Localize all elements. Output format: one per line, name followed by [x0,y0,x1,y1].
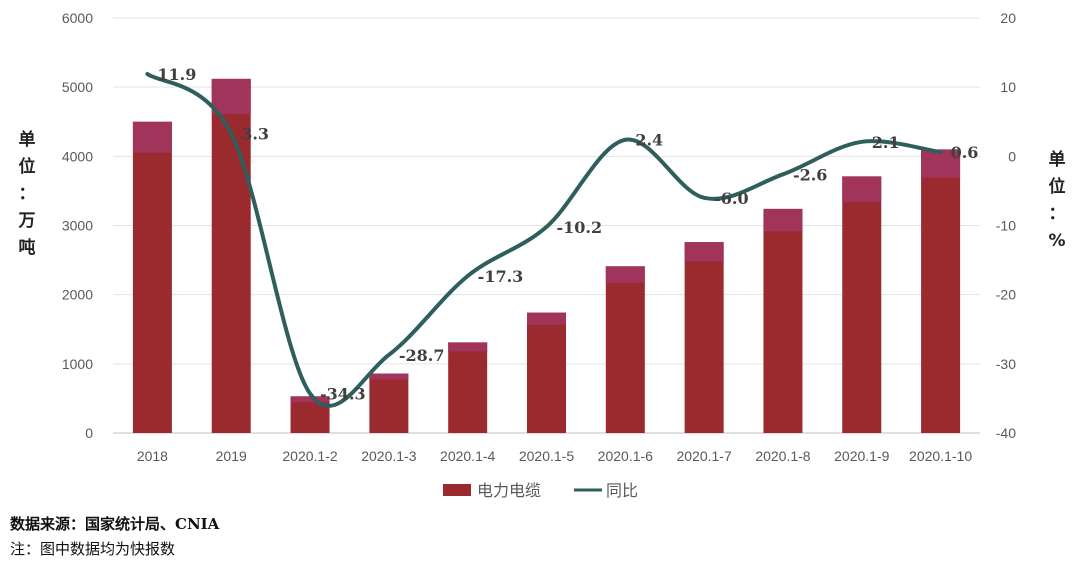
right-unit-char: % [1048,231,1065,251]
bar-cap [211,78,251,115]
bar [527,312,566,433]
left-tick-label: 2000 [62,287,93,303]
right-tick-label: 10 [1000,79,1016,95]
x-tick-label: 2020.1-7 [676,448,731,464]
bar-cap [448,342,488,352]
legend-bar-label: 电力电缆 [477,481,541,500]
x-tick-label: 2019 [216,448,247,464]
left-axis-ticks: 0 1000 2000 3000 4000 5000 6000 [62,10,93,441]
bar-cap [605,266,645,283]
x-tick-label: 2020.1-3 [361,448,416,464]
bar-cap [369,373,409,380]
yoy-data-label: -6.0 [714,189,748,208]
bar-cap [684,242,724,262]
right-axis-unit: 单位 ：% [1048,149,1065,251]
legend-line-label: 同比 [606,481,638,500]
left-tick-label: 5000 [62,79,93,95]
x-tick-label: 2018 [137,448,168,464]
left-axis-unit: 单位 ： 万吨 [18,129,36,258]
yoy-data-label: -28.7 [399,346,445,365]
x-tick-label: 2020.1-9 [834,448,889,464]
x-tick-label: 2020.1-4 [440,448,495,464]
bar [763,208,803,433]
bar [369,373,409,433]
right-unit-char: 单 [1049,149,1066,170]
right-axis-ticks: -40 -30 -20 -10 0 10 20 [996,10,1016,441]
yoy-data-label: -2.6 [793,165,827,184]
bar-series-power-cable [132,78,961,433]
data-source-note: 数据来源：国家统计局、CNIA [10,515,220,533]
line-series-yoy [145,72,943,408]
yoy-data-label: 0.6 [951,143,979,162]
yoy-data-label: 2.1 [872,133,900,152]
bar-cap [763,208,803,232]
yoy-data-label: 2.4 [635,131,663,150]
bar [921,149,961,433]
x-tick-label: 2020.1-2 [282,448,337,464]
footnote: 注：图中数据均为快报数 [10,540,176,558]
yoy-data-label: 3.3 [241,125,269,144]
gridlines [113,17,980,434]
yoy-data-label: -17.3 [478,267,524,286]
x-tick-label: 2020.1-6 [598,448,653,464]
left-unit-char: 单 [19,129,36,150]
left-unit-char: 位 [19,156,36,177]
left-tick-label: 0 [85,425,93,441]
bar-cap [290,396,330,403]
yoy-data-label: -34.3 [320,385,366,404]
bar [605,266,645,433]
x-tick-label: 2020.1-8 [755,448,810,464]
bar [684,242,724,433]
yoy-line [145,72,943,408]
right-unit-char: ： [1049,204,1066,224]
left-tick-label: 6000 [62,10,93,26]
right-tick-label: -40 [996,425,1016,441]
x-tick-label: 2020.1-10 [909,448,972,464]
bar [132,121,172,433]
bar [448,342,488,433]
yoy-data-label: 11.9 [157,65,196,84]
bar-cap [132,121,172,153]
bar-cap [842,176,882,203]
right-tick-label: -20 [996,287,1016,303]
yoy-data-label: -10.2 [557,218,603,237]
data-labels: 11.9 3.3 -34.3 -28.7 -17.3 -10.2 2.4 -6.0 -2.6 2.… [157,65,978,404]
x-tick-label: 2020.1-5 [519,448,574,464]
left-unit-char: ： [19,184,36,204]
bar [290,396,330,433]
bar [842,176,882,433]
right-tick-label: 20 [1000,10,1016,26]
left-unit-char: 万 [18,211,36,231]
left-unit-char: 吨 [19,237,36,258]
bar-cap [527,312,566,325]
legend-bar-swatch [443,484,471,496]
left-tick-label: 4000 [62,148,93,164]
right-tick-label: -30 [996,356,1016,372]
right-unit-char: 位 [1049,176,1066,197]
x-axis-ticks: 2018 2019 2020.1-2 2020.1-3 2020.1-4 2020.1-5… [137,448,972,464]
left-tick-label: 1000 [62,356,93,372]
combo-chart: 11.9 3.3 -34.3 -28.7 -17.3 -10.2 2.4 -6.0 -2.6 2.… [18,10,1066,500]
right-tick-label: -10 [996,218,1016,234]
left-tick-label: 3000 [62,218,93,234]
right-tick-label: 0 [1008,148,1016,164]
legend: 电力电缆 同比 [443,481,638,500]
